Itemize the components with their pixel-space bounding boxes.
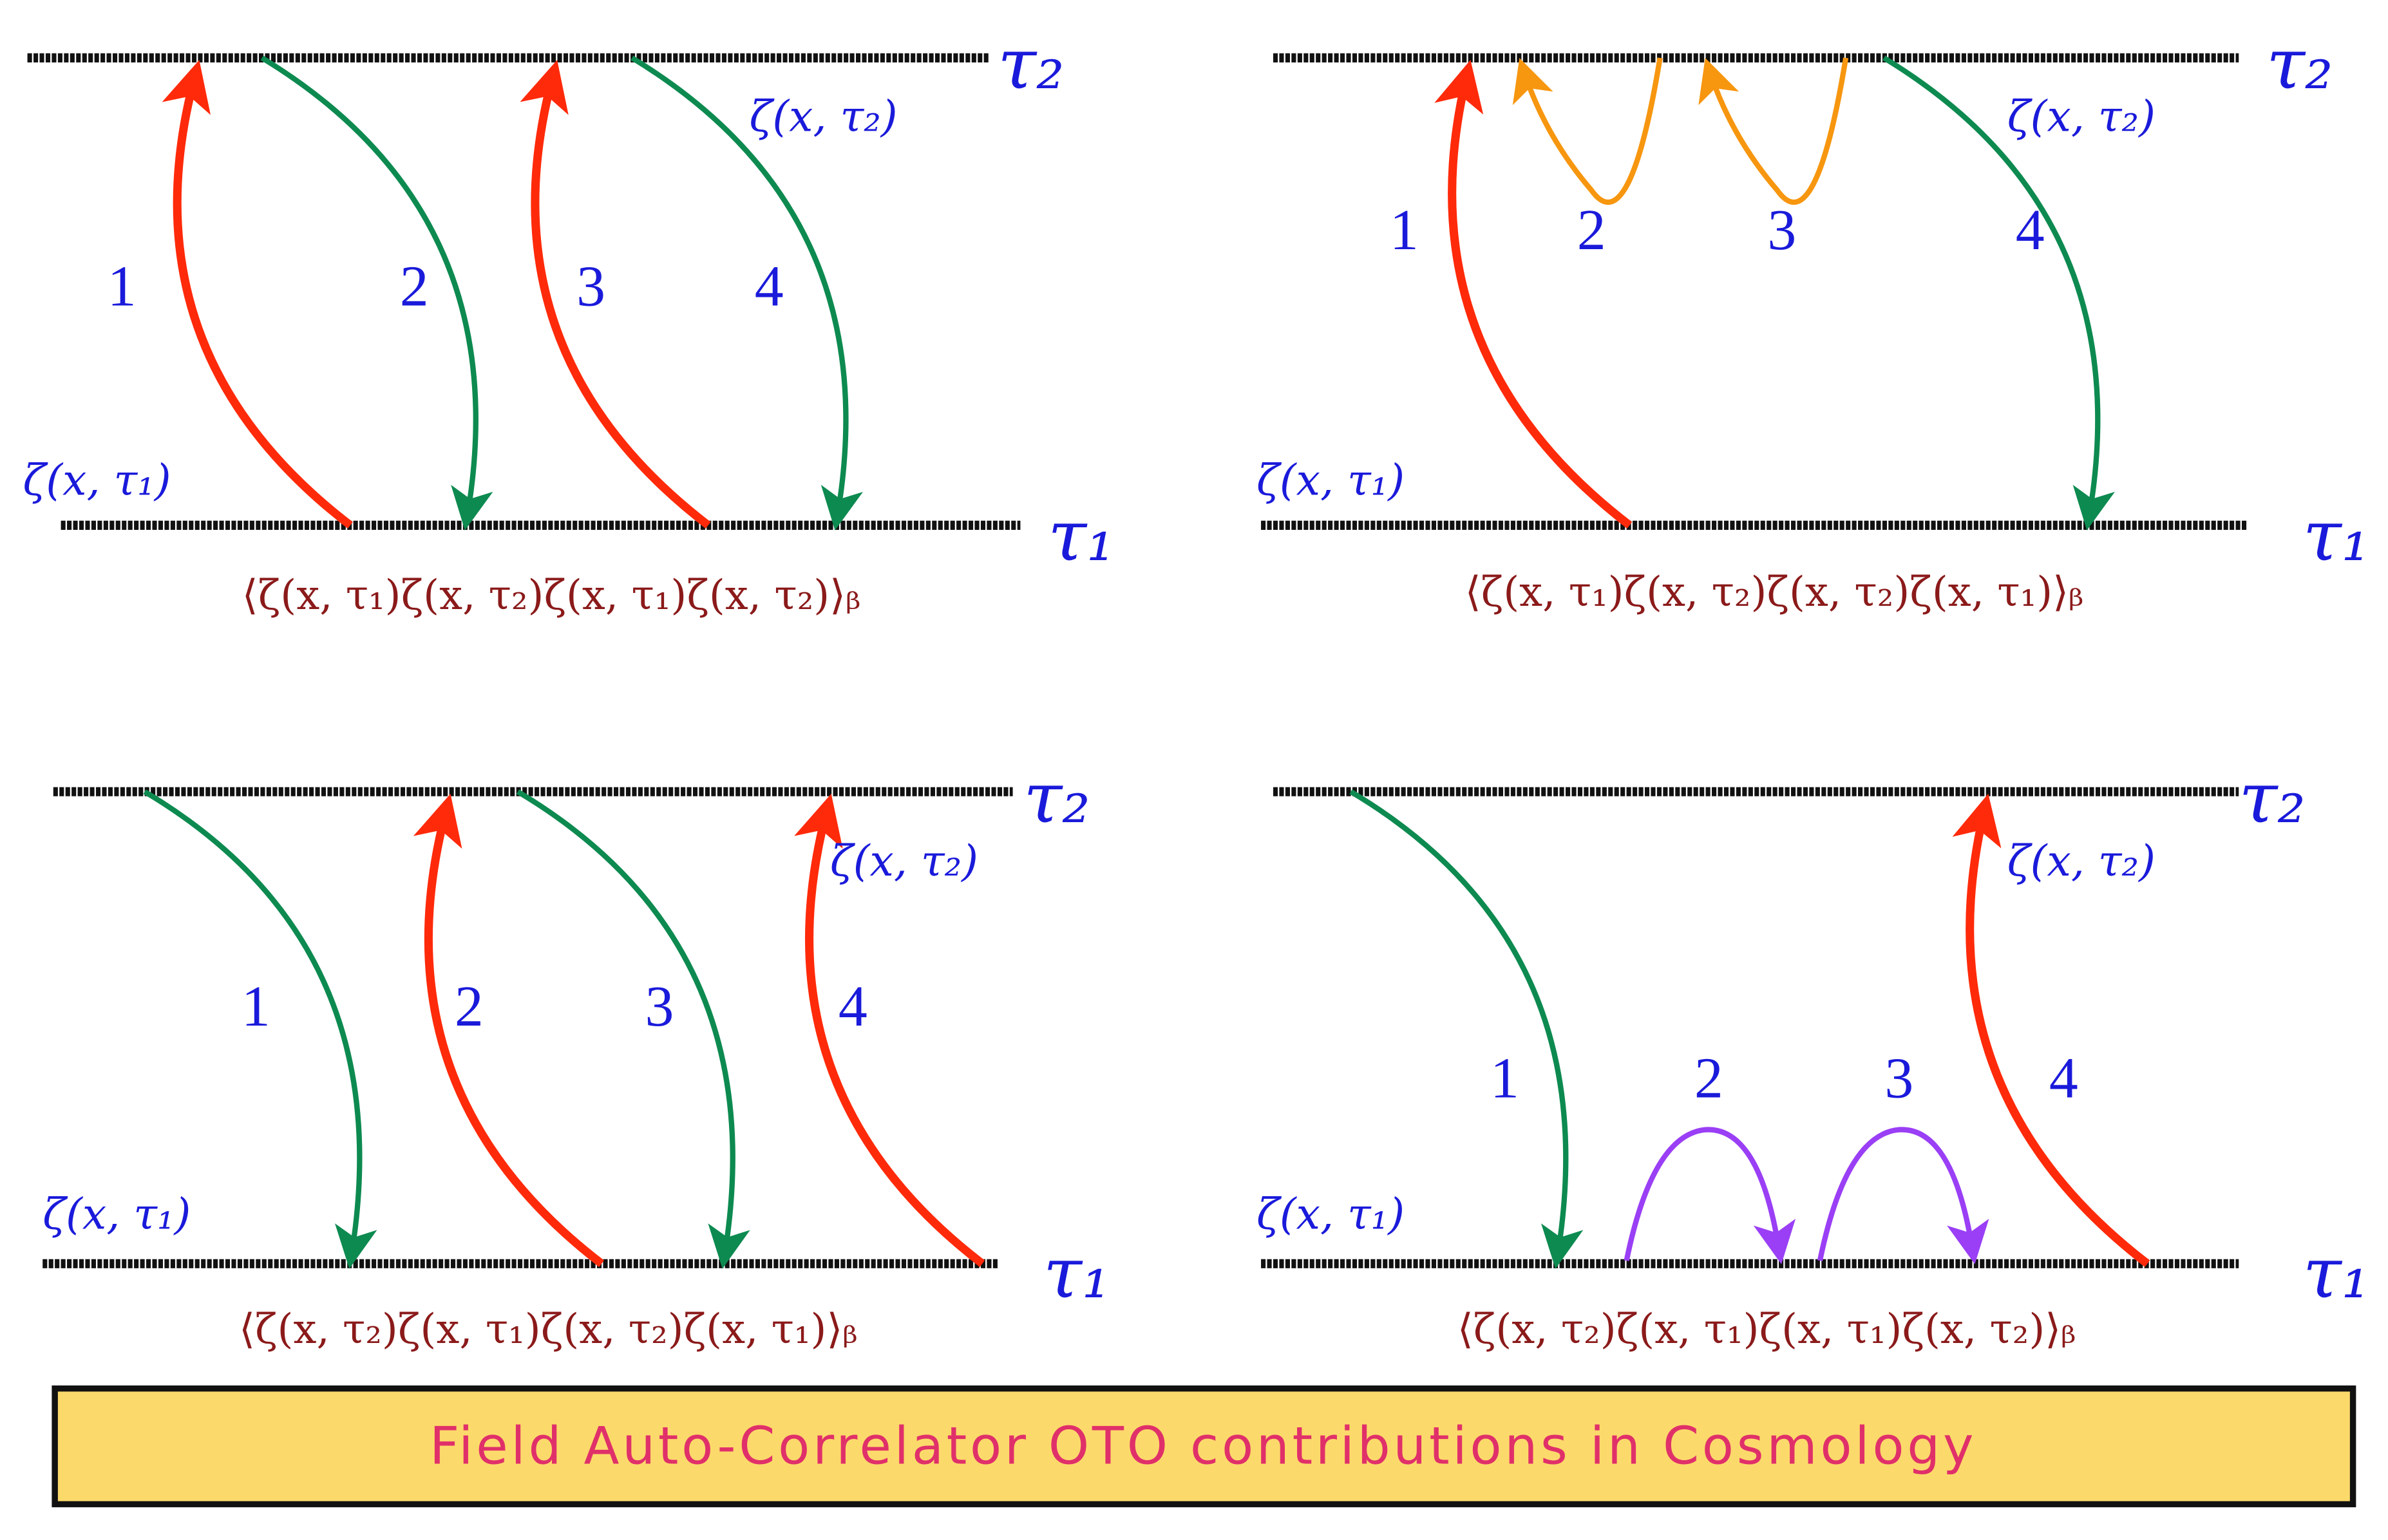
arrow [143,789,377,1269]
step: 4 [755,255,784,319]
arrow [1349,789,1584,1269]
step: 3 [645,975,674,1038]
tau-bottom: τ₁ [1043,1232,1110,1314]
step: 2 [400,255,429,319]
step: 3 [1767,198,1796,262]
step: 1 [1490,1046,1519,1110]
zeta-bottom: ζ(x, τ₁) [1256,1189,1405,1239]
step: 4 [2049,1046,2078,1110]
step: 4 [2016,198,2045,262]
footer-box [52,1385,2356,1508]
panel: τ₂ τ₁ ζ(x, τ₂) ζ(x, τ₁) 1 2 3 4 ⟨ζ(x, τ₁… [1256,23,2369,616]
tau-top: τ₂ [2266,23,2333,105]
correlator: ⟨ζ(x, τ₁)ζ(x, τ₂)ζ(x, τ₂)ζ(x, τ₁)⟩ᵦ [1465,568,2084,616]
panel: τ₂ τ₁ ζ(x, τ₂) ζ(x, τ₁) 1 2 3 4 ⟨ζ(x, τ₂… [1256,757,2369,1353]
step: 2 [1577,198,1606,262]
panel: τ₂ τ₁ ζ(x, τ₂) ζ(x, τ₁) 1 2 3 4 ⟨ζ(x, τ₁… [23,23,1114,619]
step: 1 [1390,198,1419,262]
arrow [1817,1127,1989,1264]
step: 3 [1884,1046,1913,1110]
arrow [1698,57,1849,205]
arrow [516,789,750,1269]
arrow [1512,57,1663,205]
arrow [630,55,864,531]
zeta-top: ζ(x, τ₂) [2007,836,2156,886]
tau-top: τ₂ [1023,757,1090,839]
tau-bottom: τ₁ [1048,495,1115,577]
arrow [794,793,985,1267]
step: 2 [1694,1046,1723,1110]
step: 3 [576,255,605,319]
zeta-bottom: ζ(x, τ₁) [43,1189,191,1239]
step: 2 [455,975,484,1038]
tau-bottom: τ₁ [2303,1232,2370,1314]
arrow [1952,793,2150,1267]
step: 4 [839,975,867,1038]
arrow [1624,1127,1796,1264]
correlator: ⟨ζ(x, τ₂)ζ(x, τ₁)ζ(x, τ₁)ζ(x, τ₂)⟩ᵦ [1457,1306,2076,1353]
footer: Field Auto-Correlator OTO contributions … [52,1385,2356,1508]
panel: τ₂ τ₁ ζ(x, τ₂) ζ(x, τ₁) 1 2 3 4 ⟨ζ(x, τ₂… [43,757,1110,1353]
tau-top: τ₂ [2239,757,2306,839]
zeta-top: ζ(x, τ₂) [830,836,978,886]
zeta-bottom: ζ(x, τ₁) [23,456,171,505]
correlator: ⟨ζ(x, τ₁)ζ(x, τ₂)ζ(x, τ₁)ζ(x, τ₂)⟩ᵦ [242,572,861,619]
zeta-bottom: ζ(x, τ₁) [1256,456,1405,505]
tau-bottom: τ₁ [2303,495,2370,577]
arrow [260,55,493,531]
zeta-top: ζ(x, τ₂) [2007,91,2156,141]
tau-top: τ₂ [998,23,1065,105]
arrow [520,60,711,529]
zeta-top: ζ(x, τ₂) [749,91,897,141]
step: 1 [242,975,270,1038]
arrow [1882,55,2115,531]
correlator: ⟨ζ(x, τ₂)ζ(x, τ₁)ζ(x, τ₂)ζ(x, τ₁)⟩ᵦ [239,1306,858,1353]
arrow [162,60,353,529]
footer-title: Field Auto-Correlator OTO contributions … [430,1415,1976,1476]
step: 1 [108,255,137,319]
arrow [1434,59,1633,529]
arrow [413,793,605,1267]
